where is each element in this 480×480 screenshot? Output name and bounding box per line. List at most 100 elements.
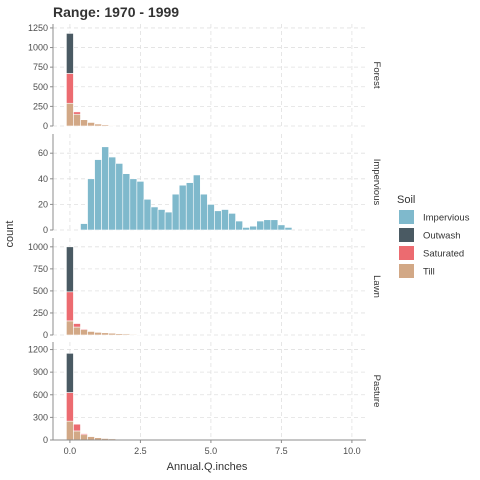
x-tick-label: 2.5 [134, 446, 147, 456]
facet-panel-pasture: 0 300 600 900 1200 Pasture [28, 342, 382, 445]
y-axis-title: count [4, 221, 16, 248]
facet-label-impervious: Impervious [371, 159, 382, 206]
y-tick-label: 20 [38, 199, 48, 209]
bar-impervious [150, 206, 159, 231]
bar-impervious [80, 223, 88, 231]
bar-saturated [80, 433, 88, 436]
x-tick-label: 10.0 [343, 446, 361, 456]
bar-till [87, 436, 95, 441]
bar-impervious [94, 159, 102, 231]
bar-saturated [73, 323, 81, 328]
y-tick-label: 500 [33, 286, 48, 296]
y-tick-label: 250 [33, 101, 48, 111]
facet-label-pasture: Pasture [371, 375, 382, 408]
bar-outwash [66, 246, 74, 293]
bar-till [66, 420, 74, 441]
bar-impervious [87, 178, 95, 231]
bar-impervious [122, 173, 131, 231]
y-tick-label: 1000 [28, 242, 48, 252]
legend-label-till: Till [423, 267, 435, 278]
y-tick-label: 1250 [28, 23, 48, 33]
bar-till [87, 122, 95, 127]
bar-impervious [136, 181, 145, 231]
legend: Soil Impervious Outwash Saturated Till [397, 194, 470, 278]
bar-till [66, 102, 74, 127]
y-tick-label: 40 [38, 174, 48, 184]
legend-key-impervious [399, 210, 414, 224]
y-tick-label: 0 [43, 435, 48, 445]
bar-saturated [80, 328, 88, 331]
y-tick-label: 750 [33, 264, 48, 274]
bar-impervious [249, 225, 258, 231]
y-tick-label: 250 [33, 308, 48, 318]
bar-till [73, 326, 81, 336]
bar-saturated [73, 111, 81, 115]
bar-impervious [101, 146, 109, 231]
bar-impervious [256, 220, 265, 231]
y-tick-label: 0 [43, 225, 48, 235]
bar-till [80, 434, 88, 441]
legend-label-outwash: Outwash [423, 231, 461, 242]
bar-impervious [108, 156, 117, 231]
bar-impervious [221, 209, 229, 231]
x-axis: 0.0 2.5 5.0 7.5 10.0 [53, 439, 366, 456]
y-tick-label: 1200 [28, 345, 48, 355]
bar-till [122, 333, 131, 336]
bar-till [66, 320, 74, 336]
bar-impervious [228, 213, 236, 231]
legend-key-saturated [399, 246, 414, 260]
bar-till [80, 329, 88, 336]
bar-impervious [207, 204, 215, 231]
facet-label-lawn: Lawn [371, 275, 382, 298]
facet-panel-impervious: 0 20 40 60 Impervious [38, 134, 382, 235]
chart-title: Range: 1970 - 1999 [53, 4, 179, 20]
bar-till [94, 123, 102, 127]
y-tick-label: 600 [33, 390, 48, 400]
bar-till [115, 333, 124, 336]
bar-impervious [214, 210, 222, 231]
bar-till [87, 331, 95, 336]
bar-impervious [284, 227, 293, 231]
facet-panel-forest: 0 250 500 750 1000 1250 Forest [28, 23, 382, 131]
x-tick-label: 5.0 [205, 446, 218, 456]
bar-till [73, 430, 81, 441]
facet-panels: 0 250 500 750 1000 1250 Forest 0 20 40 60 Imperviou… [28, 23, 382, 445]
bar-outwash [66, 33, 74, 74]
bar-impervious [235, 220, 243, 231]
bar-impervious [277, 224, 286, 231]
bar-till [129, 333, 138, 336]
bar-impervious [185, 182, 194, 231]
x-axis-title: Annual.Q.inches [167, 461, 248, 473]
bar-till [94, 332, 102, 336]
legend-key-outwash [399, 228, 414, 242]
facet-panel-lawn: 0 250 500 750 1000 Lawn [28, 238, 382, 340]
bar-saturated [66, 73, 74, 104]
legend-title: Soil [397, 194, 415, 206]
bar-saturated [73, 423, 81, 432]
x-tick-label: 7.5 [275, 446, 288, 456]
y-tick-label: 1000 [28, 43, 48, 53]
bar-impervious [242, 227, 250, 231]
legend-key-till [399, 264, 414, 278]
y-tick-label: 0 [43, 121, 48, 131]
bar-impervious [192, 174, 201, 231]
bar-till [108, 125, 117, 127]
y-tick-label: 60 [38, 148, 48, 158]
bar-till [108, 332, 117, 336]
legend-label-impervious: Impervious [423, 213, 470, 224]
bar-till [73, 113, 81, 127]
bar-impervious [263, 219, 272, 231]
legend-label-saturated: Saturated [423, 249, 464, 260]
bar-impervious [164, 211, 173, 231]
bar-saturated [66, 291, 74, 322]
x-tick-label: 0.0 [64, 446, 77, 456]
bar-impervious [157, 209, 166, 231]
y-tick-label: 900 [33, 367, 48, 377]
bar-impervious [178, 184, 187, 231]
bar-impervious [129, 178, 138, 231]
bar-till [101, 124, 109, 127]
y-tick-label: 750 [33, 62, 48, 72]
bar-impervious [143, 198, 152, 231]
bar-till [80, 119, 88, 127]
